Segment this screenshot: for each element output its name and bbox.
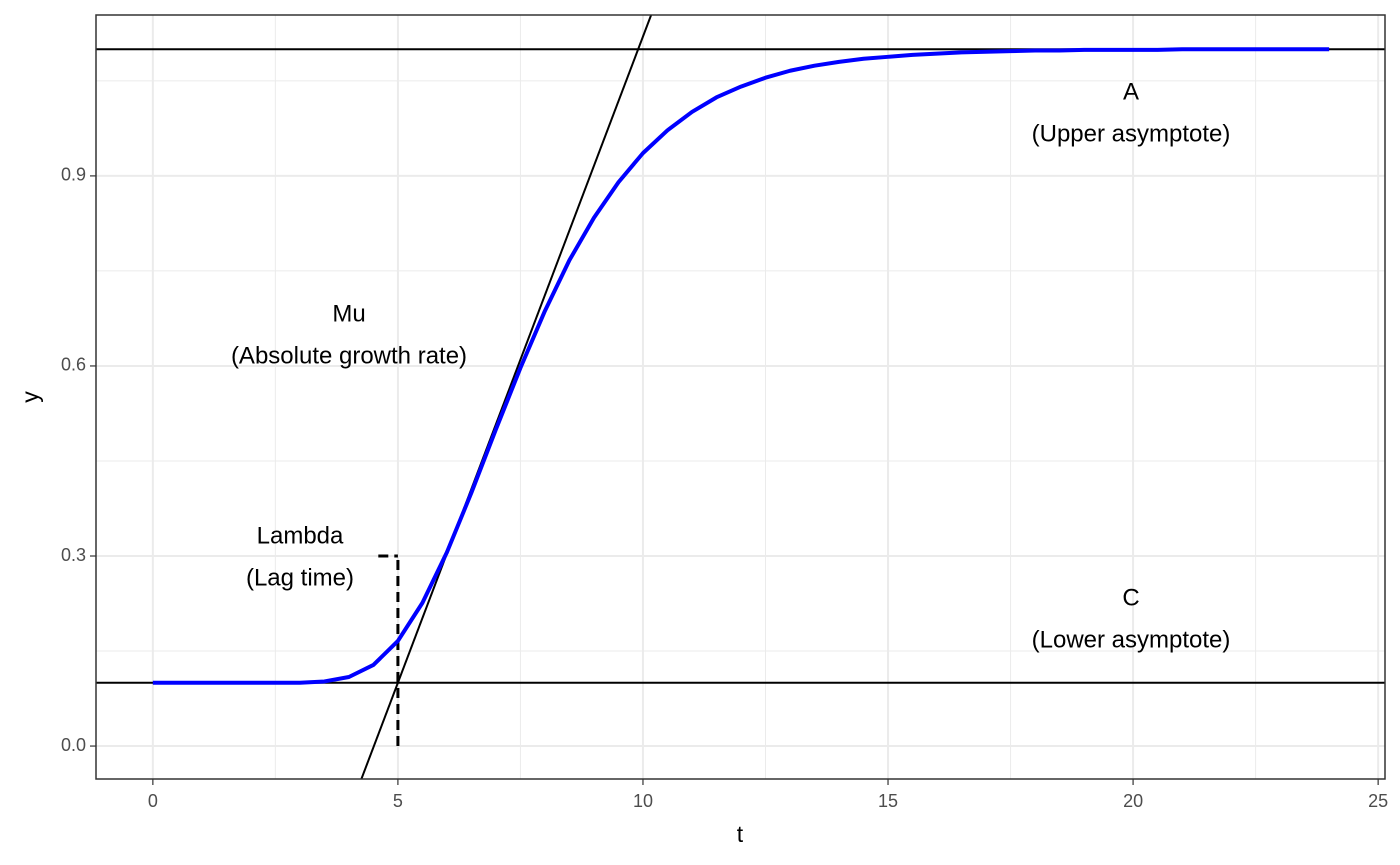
panel-border <box>95 14 1386 780</box>
x-tick-label: 10 <box>633 791 653 811</box>
annotation: (Lower asymptote) <box>1032 626 1231 653</box>
annotation: (Absolute growth rate) <box>231 342 467 369</box>
x-axis-label: t <box>737 821 744 847</box>
annotation: A <box>1123 78 1139 105</box>
annotation: Mu <box>332 300 365 327</box>
x-tick-label: 20 <box>1123 791 1143 811</box>
annotation: (Lag time) <box>246 564 354 591</box>
annotation: Lambda <box>257 522 344 549</box>
x-tick-label: 25 <box>1368 791 1388 811</box>
panel <box>96 15 1385 779</box>
y-tick-label: 0.9 <box>61 165 86 185</box>
x-tick-label: 5 <box>393 791 403 811</box>
y-tick-label: 0.0 <box>61 735 86 755</box>
annotation: C <box>1122 584 1139 611</box>
y-tick-label: 0.6 <box>61 355 86 375</box>
annotation: (Upper asymptote) <box>1032 120 1231 147</box>
x-tick-label: 0 <box>148 791 158 811</box>
data-line <box>152 47 1330 685</box>
y-tick-label: 0.3 <box>61 545 86 565</box>
y-axis-label: y <box>17 391 43 403</box>
x-tick-label: 15 <box>878 791 898 811</box>
